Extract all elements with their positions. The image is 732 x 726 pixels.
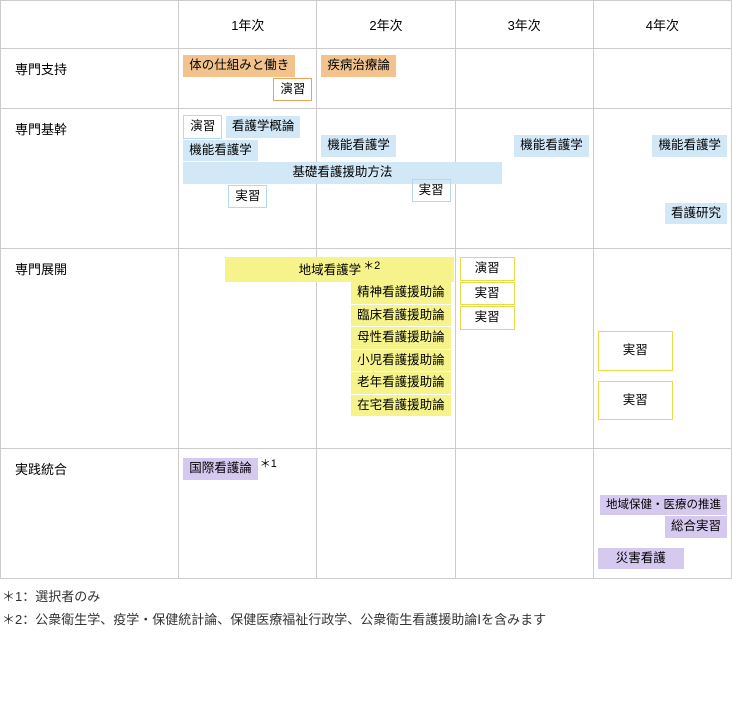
footnotes: ＊1：選択者のみ ＊2：公衆衛生学、疫学・保健統計論、保健医療福祉行政学、公衆衛… xyxy=(0,579,732,640)
course-disease: 疾病治療論 xyxy=(321,55,396,77)
curriculum-chart: 1年次 2年次 3年次 4年次 専門支持 体の仕組みと働き 演習 疾病治療論 専… xyxy=(0,0,732,640)
course-kango-kenkyu: 看護研究 xyxy=(665,203,727,225)
course-jisshu-blue-1: 実習 xyxy=(228,185,267,209)
course-kino-kango-4: 機能看護学 xyxy=(652,135,727,157)
footnote-1: ＊1：選択者のみ xyxy=(2,585,730,608)
row-shiji: 専門支持 体の仕組みと働き 演習 疾病治療論 xyxy=(1,49,732,109)
course-enshu-blue: 演習 xyxy=(183,115,222,139)
course-seishin: 精神看護援助論 xyxy=(351,282,451,304)
course-kino-kango-1: 機能看護学 xyxy=(183,140,258,162)
rowlabel-tenkai: 専門展開 xyxy=(1,249,179,449)
course-chiiki-hoken: 地域保健・医療の推進 xyxy=(600,495,727,515)
course-shoni: 小児看護援助論 xyxy=(351,350,451,372)
course-jisshu-yellow-3: 実習 xyxy=(598,331,673,371)
course-kino-kango-2: 機能看護学 xyxy=(321,135,396,157)
course-jisshu-blue-2: 実習 xyxy=(412,179,451,203)
note-ref-1: ＊1 xyxy=(260,458,277,470)
course-zaitaku: 在宅看護援助論 xyxy=(351,395,451,417)
course-kokusai-label: 国際看護論 xyxy=(189,461,252,475)
rowlabel-togo: 実践統合 xyxy=(1,449,179,579)
course-kango-gairon: 看護学概論 xyxy=(226,116,301,138)
footnote-2: ＊2：公衆衛生学、疫学・保健統計論、保健医療福祉行政学、公衆衛生看護援助論Ⅰを含… xyxy=(2,608,730,631)
curriculum-grid: 1年次 2年次 3年次 4年次 専門支持 体の仕組みと働き 演習 疾病治療論 専… xyxy=(0,0,732,579)
rowlabel-shiji: 専門支持 xyxy=(1,49,179,109)
course-bosei: 母性看護援助論 xyxy=(351,327,451,349)
course-rinsho: 臨床看護援助論 xyxy=(351,305,451,327)
course-jisshu-yellow-2: 実習 xyxy=(460,306,515,330)
row-tenkai: 専門展開 地域看護学＊2 精神看護援助論 臨床看護援助論 母性看護援助論 小児看… xyxy=(1,249,732,449)
course-enshu-orange: 演習 xyxy=(273,78,312,102)
course-ronen: 老年看護援助論 xyxy=(351,372,451,394)
row-togo: 実践統合 国際看護論 ＊1 地域保健・医療の推進 総合実習 災害看護 xyxy=(1,449,732,579)
row-kikan: 専門基幹 演習 看護学概論 機能看護学 基礎看護援助方法 実習 機能看護学 実習… xyxy=(1,109,732,249)
course-jisshu-yellow-4: 実習 xyxy=(598,381,673,421)
header-year4: 4年次 xyxy=(593,1,731,49)
header-year1: 1年次 xyxy=(179,1,317,49)
rowlabel-kikan: 専門基幹 xyxy=(1,109,179,249)
course-enshu-yellow: 演習 xyxy=(460,257,515,281)
course-body-mech: 体の仕組みと働き xyxy=(183,55,295,77)
header-year3: 3年次 xyxy=(455,1,593,49)
course-jisshu-yellow-1: 実習 xyxy=(460,282,515,306)
course-kino-kango-3: 機能看護学 xyxy=(514,135,589,157)
header-blank xyxy=(1,1,179,49)
header-year2: 2年次 xyxy=(317,1,455,49)
course-saigai: 災害看護 xyxy=(598,548,684,570)
course-kokusai: 国際看護論 xyxy=(183,458,258,480)
course-sogo-jisshu: 総合実習 xyxy=(665,516,727,538)
